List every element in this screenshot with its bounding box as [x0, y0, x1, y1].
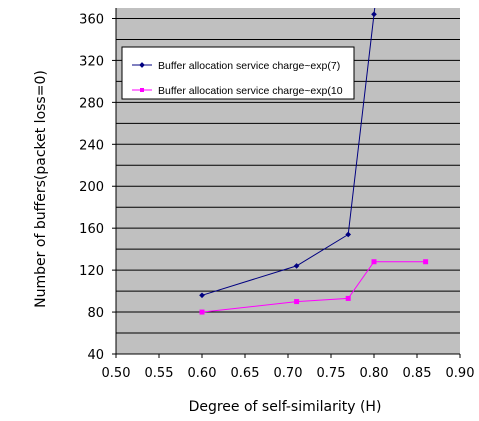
y-tick-label: 80	[87, 306, 104, 321]
data-point	[293, 263, 300, 269]
data-point	[423, 259, 429, 265]
y-tick-label: 240	[79, 138, 104, 153]
y-tick-label: 200	[79, 180, 104, 195]
y-tick-label: 120	[79, 264, 104, 279]
data-point	[294, 299, 300, 305]
data-point	[345, 295, 351, 301]
x-axis-ticks: 0.50 0.55 0.60 0.65 0.70 0.75 0.80 0.85 0.90	[102, 354, 475, 381]
y-axis-label: Number of buffers(packet loss=0)	[33, 70, 49, 308]
x-tick-label: 0.90	[446, 366, 475, 381]
data-point	[199, 292, 205, 299]
x-tick-label: 0.85	[403, 366, 432, 381]
legend-label-series-2: Buffer allocation service charge~exp(10	[158, 85, 343, 97]
x-tick-label: 0.55	[145, 366, 174, 381]
series-line-extension	[373, 8, 376, 15]
y-tick-label: 320	[79, 54, 104, 69]
x-axis-label: Degree of self-similarity (H)	[189, 399, 382, 415]
y-tick-label: 360	[79, 12, 104, 27]
y-tick-label: 160	[79, 222, 104, 237]
series-2	[199, 259, 429, 315]
x-tick-label: 0.60	[188, 366, 217, 381]
x-tick-label: 0.70	[274, 366, 303, 381]
legend-marker-series-2	[140, 88, 144, 92]
data-point	[371, 259, 377, 265]
series-group	[199, 8, 429, 315]
y-tick-label: 40	[87, 348, 104, 363]
y-tick-label: 280	[79, 96, 104, 111]
x-tick-label: 0.65	[231, 366, 260, 381]
series-line-1	[201, 14, 375, 296]
data-point	[199, 309, 205, 315]
y-axis-ticks: 40 80 120 160 200 240 280 320 360	[79, 12, 116, 363]
x-tick-label: 0.75	[317, 366, 346, 381]
legend: Buffer allocation service charge~exp(7) …	[121, 46, 355, 100]
x-tick-label: 0.80	[360, 366, 389, 381]
x-tick-label: 0.50	[102, 366, 131, 381]
legend-label-series-1: Buffer allocation service charge~exp(7)	[158, 60, 340, 72]
series-1	[199, 8, 377, 299]
legend-box	[121, 46, 355, 100]
data-point	[345, 231, 352, 238]
